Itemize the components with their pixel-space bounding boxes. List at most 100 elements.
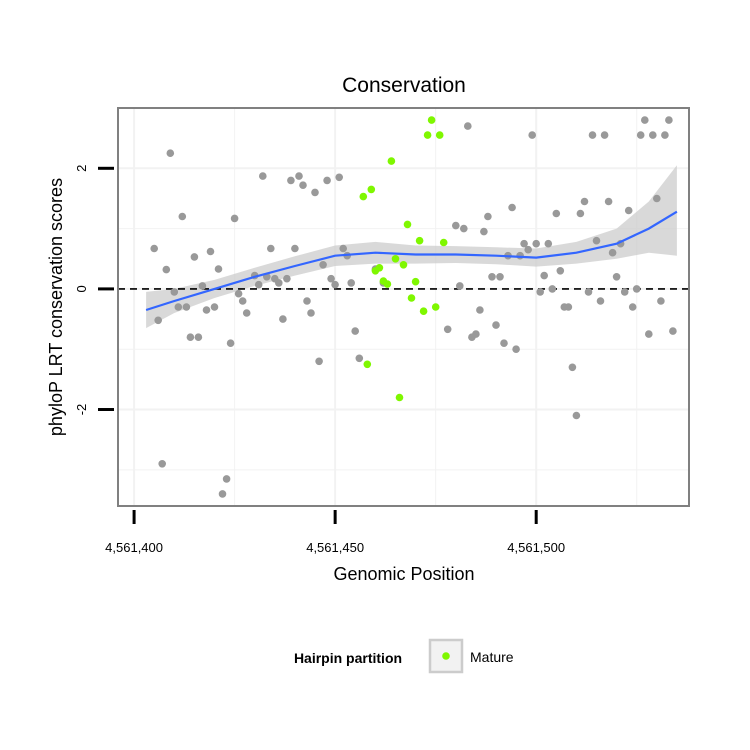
y-tick-label: 2 — [74, 165, 89, 172]
smooth-trend-path — [145, 210, 678, 312]
data-point — [291, 244, 299, 253]
data-point — [657, 297, 665, 305]
data-point — [267, 244, 275, 253]
data-point — [496, 273, 504, 281]
data-point-mature — [395, 393, 404, 402]
data-point — [476, 306, 484, 314]
data-point-mature — [419, 307, 428, 316]
data-point — [452, 221, 460, 230]
data-point-mature — [387, 157, 396, 165]
legend: Hairpin partition Mature — [294, 638, 514, 674]
data-point — [548, 285, 557, 293]
data-point — [608, 248, 617, 257]
data-point — [612, 273, 621, 281]
x-axis-label: Genomic Position — [333, 564, 474, 584]
legend-key-dot — [442, 652, 450, 660]
data-point — [210, 303, 219, 311]
data-point — [568, 363, 577, 372]
data-point — [299, 181, 307, 189]
data-point — [222, 475, 231, 483]
data-point — [443, 325, 452, 334]
data-point — [665, 116, 673, 124]
data-point-mature — [435, 131, 444, 139]
data-point — [480, 227, 488, 236]
data-point — [544, 239, 553, 248]
data-point — [162, 265, 171, 274]
y-axis: -2 0 2 — [74, 165, 114, 415]
data-point — [242, 309, 251, 317]
data-point — [170, 288, 179, 296]
y-tick-label: 0 — [74, 285, 89, 292]
data-point — [311, 188, 319, 197]
data-point-mature — [403, 220, 412, 229]
data-point — [552, 209, 561, 218]
data-point — [624, 206, 633, 215]
data-point — [214, 265, 223, 273]
plot-panel-border — [117, 107, 690, 507]
data-point — [669, 327, 677, 335]
data-point — [327, 274, 335, 283]
data-point — [520, 239, 528, 248]
grid-lines — [118, 108, 689, 506]
data-point — [628, 303, 637, 311]
smooth-trend-line — [145, 210, 678, 312]
data-point — [331, 280, 339, 289]
data-point-mature — [367, 185, 376, 194]
data-point-mature — [375, 264, 384, 272]
data-point — [303, 297, 311, 305]
data-point-mature — [407, 294, 416, 302]
data-point — [661, 131, 669, 139]
data-point-mature — [391, 254, 400, 263]
data-point — [632, 285, 641, 293]
data-point — [335, 173, 344, 182]
data-point — [275, 279, 283, 287]
data-point — [166, 149, 175, 157]
data-point — [230, 214, 239, 223]
data-point — [649, 131, 657, 139]
data-point-mature — [439, 238, 448, 247]
data-point — [202, 306, 211, 314]
data-point — [319, 261, 327, 269]
data-point — [226, 339, 235, 348]
data-point — [636, 131, 645, 139]
data-point — [596, 297, 605, 305]
confidence-band — [146, 165, 677, 329]
data-point — [351, 327, 360, 335]
data-point — [218, 490, 227, 498]
data-point — [287, 176, 295, 185]
data-point — [536, 288, 544, 296]
x-tick-label: 4,561,400 — [105, 540, 163, 555]
data-point — [234, 289, 243, 298]
data-point — [150, 244, 158, 253]
data-point — [198, 282, 207, 290]
legend-label-mature: Mature — [470, 649, 514, 665]
x-tick-label: 4,561,500 — [507, 540, 565, 555]
data-point — [190, 253, 199, 261]
data-point-mature — [399, 261, 408, 269]
data-point — [588, 131, 597, 139]
data-point — [488, 273, 496, 281]
data-point-mature — [427, 116, 436, 124]
data-point-mature — [383, 280, 392, 288]
data-point — [528, 131, 536, 139]
data-point — [592, 236, 601, 245]
data-point — [339, 244, 348, 253]
data-point — [323, 176, 331, 185]
data-point — [500, 339, 508, 348]
data-point — [186, 333, 195, 342]
data-point — [182, 303, 191, 311]
data-point — [238, 297, 247, 305]
data-point — [564, 303, 573, 311]
data-point — [315, 357, 323, 366]
x-tick-label: 4,561,450 — [306, 540, 364, 555]
data-point — [460, 224, 468, 233]
data-point-mature — [423, 131, 432, 139]
data-point — [178, 212, 187, 221]
x-axis: 4,561,400 4,561,450 4,561,500 — [105, 510, 565, 555]
data-point — [279, 315, 287, 323]
chart-title: Conservation — [342, 74, 466, 97]
data-point — [576, 209, 585, 218]
data-point — [158, 460, 166, 468]
data-point — [556, 267, 565, 275]
